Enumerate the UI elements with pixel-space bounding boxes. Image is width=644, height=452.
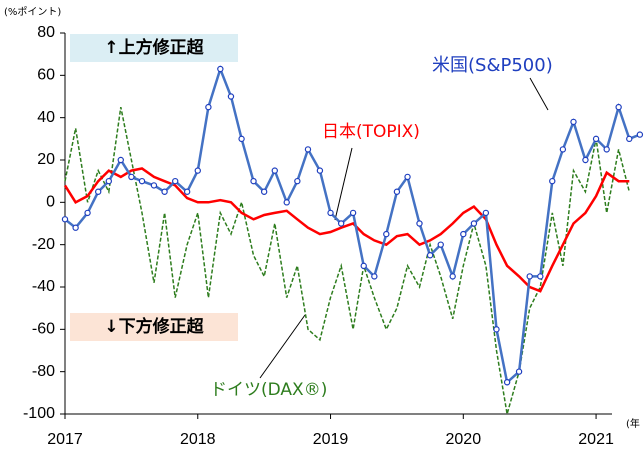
annotation: ↓下方修正超 xyxy=(104,316,204,337)
marker xyxy=(294,177,301,185)
marker xyxy=(117,156,124,164)
y-tick-label: -40 xyxy=(32,278,55,295)
marker xyxy=(360,262,367,270)
marker xyxy=(393,188,401,195)
marker xyxy=(449,273,456,280)
marker xyxy=(460,230,467,238)
marker xyxy=(171,177,179,185)
marker xyxy=(404,173,411,181)
marker xyxy=(161,188,168,195)
series-line xyxy=(64,106,631,415)
y-tick-label: 0 xyxy=(46,194,55,211)
x-tick-label: 2020 xyxy=(446,431,482,448)
marker xyxy=(271,167,278,174)
marker xyxy=(570,118,577,126)
series-line xyxy=(63,167,630,293)
y-tick-label: -20 xyxy=(32,236,55,253)
y-tick-label: 40 xyxy=(37,109,55,126)
y-tick-label: 20 xyxy=(37,151,55,168)
marker xyxy=(217,65,224,73)
marker xyxy=(205,103,212,111)
annotation: ↑上方修正超 xyxy=(104,37,204,58)
marker xyxy=(105,177,113,185)
marker xyxy=(316,167,324,174)
lower-box xyxy=(70,313,238,341)
marker xyxy=(183,188,191,195)
series-label: 日本(TOPIX) xyxy=(322,122,420,142)
y-tick-label: 80 xyxy=(37,24,55,41)
marker xyxy=(615,103,622,111)
marker xyxy=(194,167,201,174)
series-label: ドイツ(DAX®) xyxy=(210,380,327,400)
marker xyxy=(426,252,434,259)
marker xyxy=(626,135,633,143)
marker xyxy=(227,93,235,100)
pointer xyxy=(259,314,306,379)
marker xyxy=(503,379,511,386)
x-tick-label: 2018 xyxy=(180,431,216,448)
y-tick-label: -100 xyxy=(23,405,55,422)
y-tick-label: -60 xyxy=(32,321,55,338)
marker xyxy=(150,182,158,189)
marker xyxy=(537,273,544,280)
marker xyxy=(84,209,91,217)
series-label: 米国(S&P500) xyxy=(432,55,553,76)
x-unit: (年 xyxy=(626,417,640,430)
marker xyxy=(304,146,312,153)
upper-box xyxy=(70,34,238,62)
marker xyxy=(283,199,290,206)
y-unit: (%ポイント) xyxy=(4,6,61,18)
x-tick-label: 2019 xyxy=(313,431,349,448)
marker xyxy=(416,220,423,227)
marker xyxy=(603,146,610,153)
marker xyxy=(470,220,478,227)
marker xyxy=(493,326,500,333)
marker xyxy=(72,224,79,231)
x-tick-label: 2021 xyxy=(578,431,614,448)
marker xyxy=(371,273,378,280)
marker xyxy=(383,230,390,238)
marker xyxy=(437,241,444,248)
pointer xyxy=(529,77,549,111)
marker xyxy=(592,135,600,143)
marker xyxy=(260,188,268,195)
marker xyxy=(61,216,69,223)
y-tick-label: -80 xyxy=(32,363,55,380)
marker xyxy=(582,156,589,164)
marker xyxy=(238,135,245,143)
marker xyxy=(250,177,257,185)
marker xyxy=(337,220,345,227)
marker xyxy=(138,177,146,185)
pointer xyxy=(334,147,353,221)
marker xyxy=(349,209,357,217)
marker xyxy=(636,131,644,138)
marker xyxy=(526,273,533,280)
marker xyxy=(549,177,556,185)
marker xyxy=(559,146,567,153)
marker xyxy=(327,209,334,217)
marker xyxy=(128,173,135,181)
marker xyxy=(482,209,490,217)
marker xyxy=(94,188,102,195)
x-tick-label: 2017 xyxy=(47,431,83,448)
y-tick-label: 60 xyxy=(37,67,55,84)
marker xyxy=(515,368,523,375)
